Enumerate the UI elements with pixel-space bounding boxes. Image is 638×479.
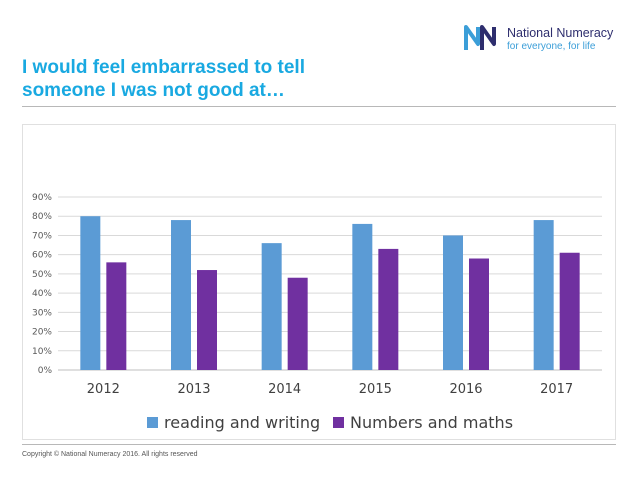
chart-gridlines	[58, 196, 602, 371]
x-tick-label: 2015	[359, 382, 392, 397]
bar-numbers-maths-2017	[559, 252, 580, 370]
bar-numbers-maths-2012	[106, 262, 127, 370]
x-axis: 2012 2013 2014 2015 2016 2017	[87, 382, 573, 397]
page-title: I would feel embarrassed to tell someone…	[22, 56, 442, 102]
x-tick-label: 2012	[87, 382, 120, 397]
title-line-2: someone I was not good at…	[22, 80, 285, 101]
chart-frame	[22, 124, 616, 440]
copyright-text: Copyright © National Numeracy 2016. All …	[22, 451, 198, 458]
y-axis: 0% 10% 20% 30% 40% 50% 60% 70% 80% 90%	[32, 193, 52, 376]
y-tick-label: 90%	[32, 193, 52, 203]
y-tick-label: 0%	[38, 366, 53, 376]
bar-reading-writing-2016	[443, 235, 463, 370]
national-numeracy-logo[interactable]: National Numeracy for everyone, for life	[464, 22, 624, 56]
y-tick-label: 60%	[32, 251, 52, 261]
y-tick-label: 30%	[32, 308, 52, 318]
legend-swatch	[333, 417, 344, 428]
x-tick-label: 2013	[177, 382, 210, 397]
chart-bars	[80, 216, 580, 370]
bar-reading-writing-2013	[171, 220, 191, 370]
title-line-1: I would feel embarrassed to tell	[22, 57, 305, 78]
y-tick-label: 40%	[32, 289, 52, 299]
x-tick-label: 2017	[540, 382, 573, 397]
y-tick-label: 50%	[32, 270, 52, 280]
y-tick-label: 10%	[32, 347, 52, 357]
bar-numbers-maths-2013	[197, 270, 217, 370]
brand-name: National Numeracy	[507, 26, 614, 40]
nn-logo-icon	[464, 25, 496, 50]
title-divider	[22, 106, 616, 107]
y-tick-label: 70%	[32, 231, 52, 241]
y-tick-label: 20%	[32, 328, 52, 338]
legend-swatch	[147, 417, 158, 428]
footer-divider	[22, 444, 616, 445]
bar-numbers-maths-2015	[378, 248, 399, 370]
bar-reading-writing-2012	[80, 216, 101, 370]
bar-numbers-maths-2016	[469, 258, 489, 370]
brand-tagline: for everyone, for life	[507, 41, 596, 52]
x-tick-label: 2016	[449, 382, 482, 397]
legend-label: Numbers and maths	[350, 413, 513, 432]
chart-legend: reading and writing Numbers and maths	[147, 413, 513, 432]
bar-reading-writing-2017	[533, 220, 554, 370]
bar-reading-writing-2015	[352, 223, 373, 370]
bar-reading-writing-2014	[261, 243, 282, 370]
legend-label: reading and writing	[164, 413, 320, 432]
x-tick-label: 2014	[268, 382, 301, 397]
bar-numbers-maths-2014	[287, 277, 308, 370]
y-tick-label: 80%	[32, 212, 52, 222]
